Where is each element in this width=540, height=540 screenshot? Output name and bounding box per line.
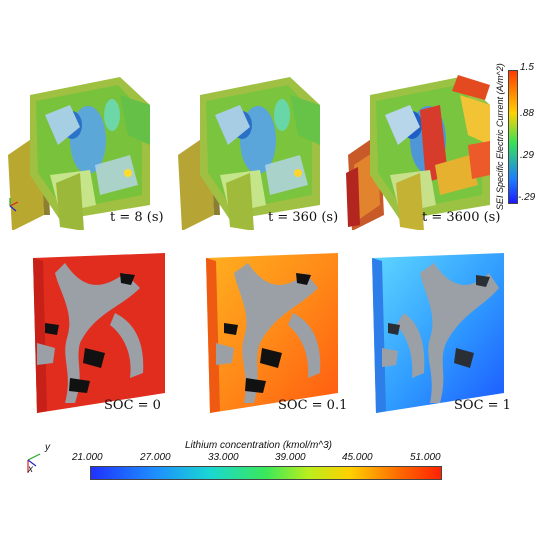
caption-soc01: SOC = 0.1 <box>278 398 348 413</box>
sei-colorbar-title: SEI Specific Electric Current (A/m^2) <box>495 63 505 210</box>
axis-y-label: y <box>45 442 50 453</box>
lithium-block-soc0 <box>33 253 165 413</box>
sei-tick-3: .29 <box>520 150 534 161</box>
lithium-tick-2: 27.000 <box>140 452 171 463</box>
sei-volume-t8 <box>8 77 150 230</box>
sei-volume-t360 <box>178 77 320 230</box>
sei-volume-t3600 <box>346 75 490 230</box>
lithium-tick-3: 33.000 <box>208 452 239 463</box>
lithium-tick-6: 51.000 <box>410 452 441 463</box>
lithium-colorbar <box>90 466 442 480</box>
sei-tick-2: .88 <box>520 108 534 119</box>
caption-t3600: t = 3600 (s) <box>422 210 501 225</box>
lithium-colorbar-title: Lithium concentration (kmol/m^3) <box>185 440 332 451</box>
lithium-block-soc1 <box>372 253 504 413</box>
caption-soc1: SOC = 1 <box>454 398 511 413</box>
lithium-tick-1: 21.000 <box>72 452 103 463</box>
sei-colorbar <box>508 70 518 204</box>
lithium-tick-4: 39.000 <box>275 452 306 463</box>
lithium-tick-5: 45.000 <box>342 452 373 463</box>
caption-t360: t = 360 (s) <box>268 210 339 225</box>
lithium-block-soc01 <box>206 253 338 413</box>
caption-t8: t = 8 (s) <box>110 210 164 225</box>
axis-triad <box>27 453 41 473</box>
caption-soc0: SOC = 0 <box>104 398 161 413</box>
sei-tick-1: 1.5 <box>520 62 534 73</box>
axis-triad-small <box>9 198 19 212</box>
axis-x-label: x <box>28 464 33 475</box>
sei-tick-4: -.29 <box>518 192 536 203</box>
